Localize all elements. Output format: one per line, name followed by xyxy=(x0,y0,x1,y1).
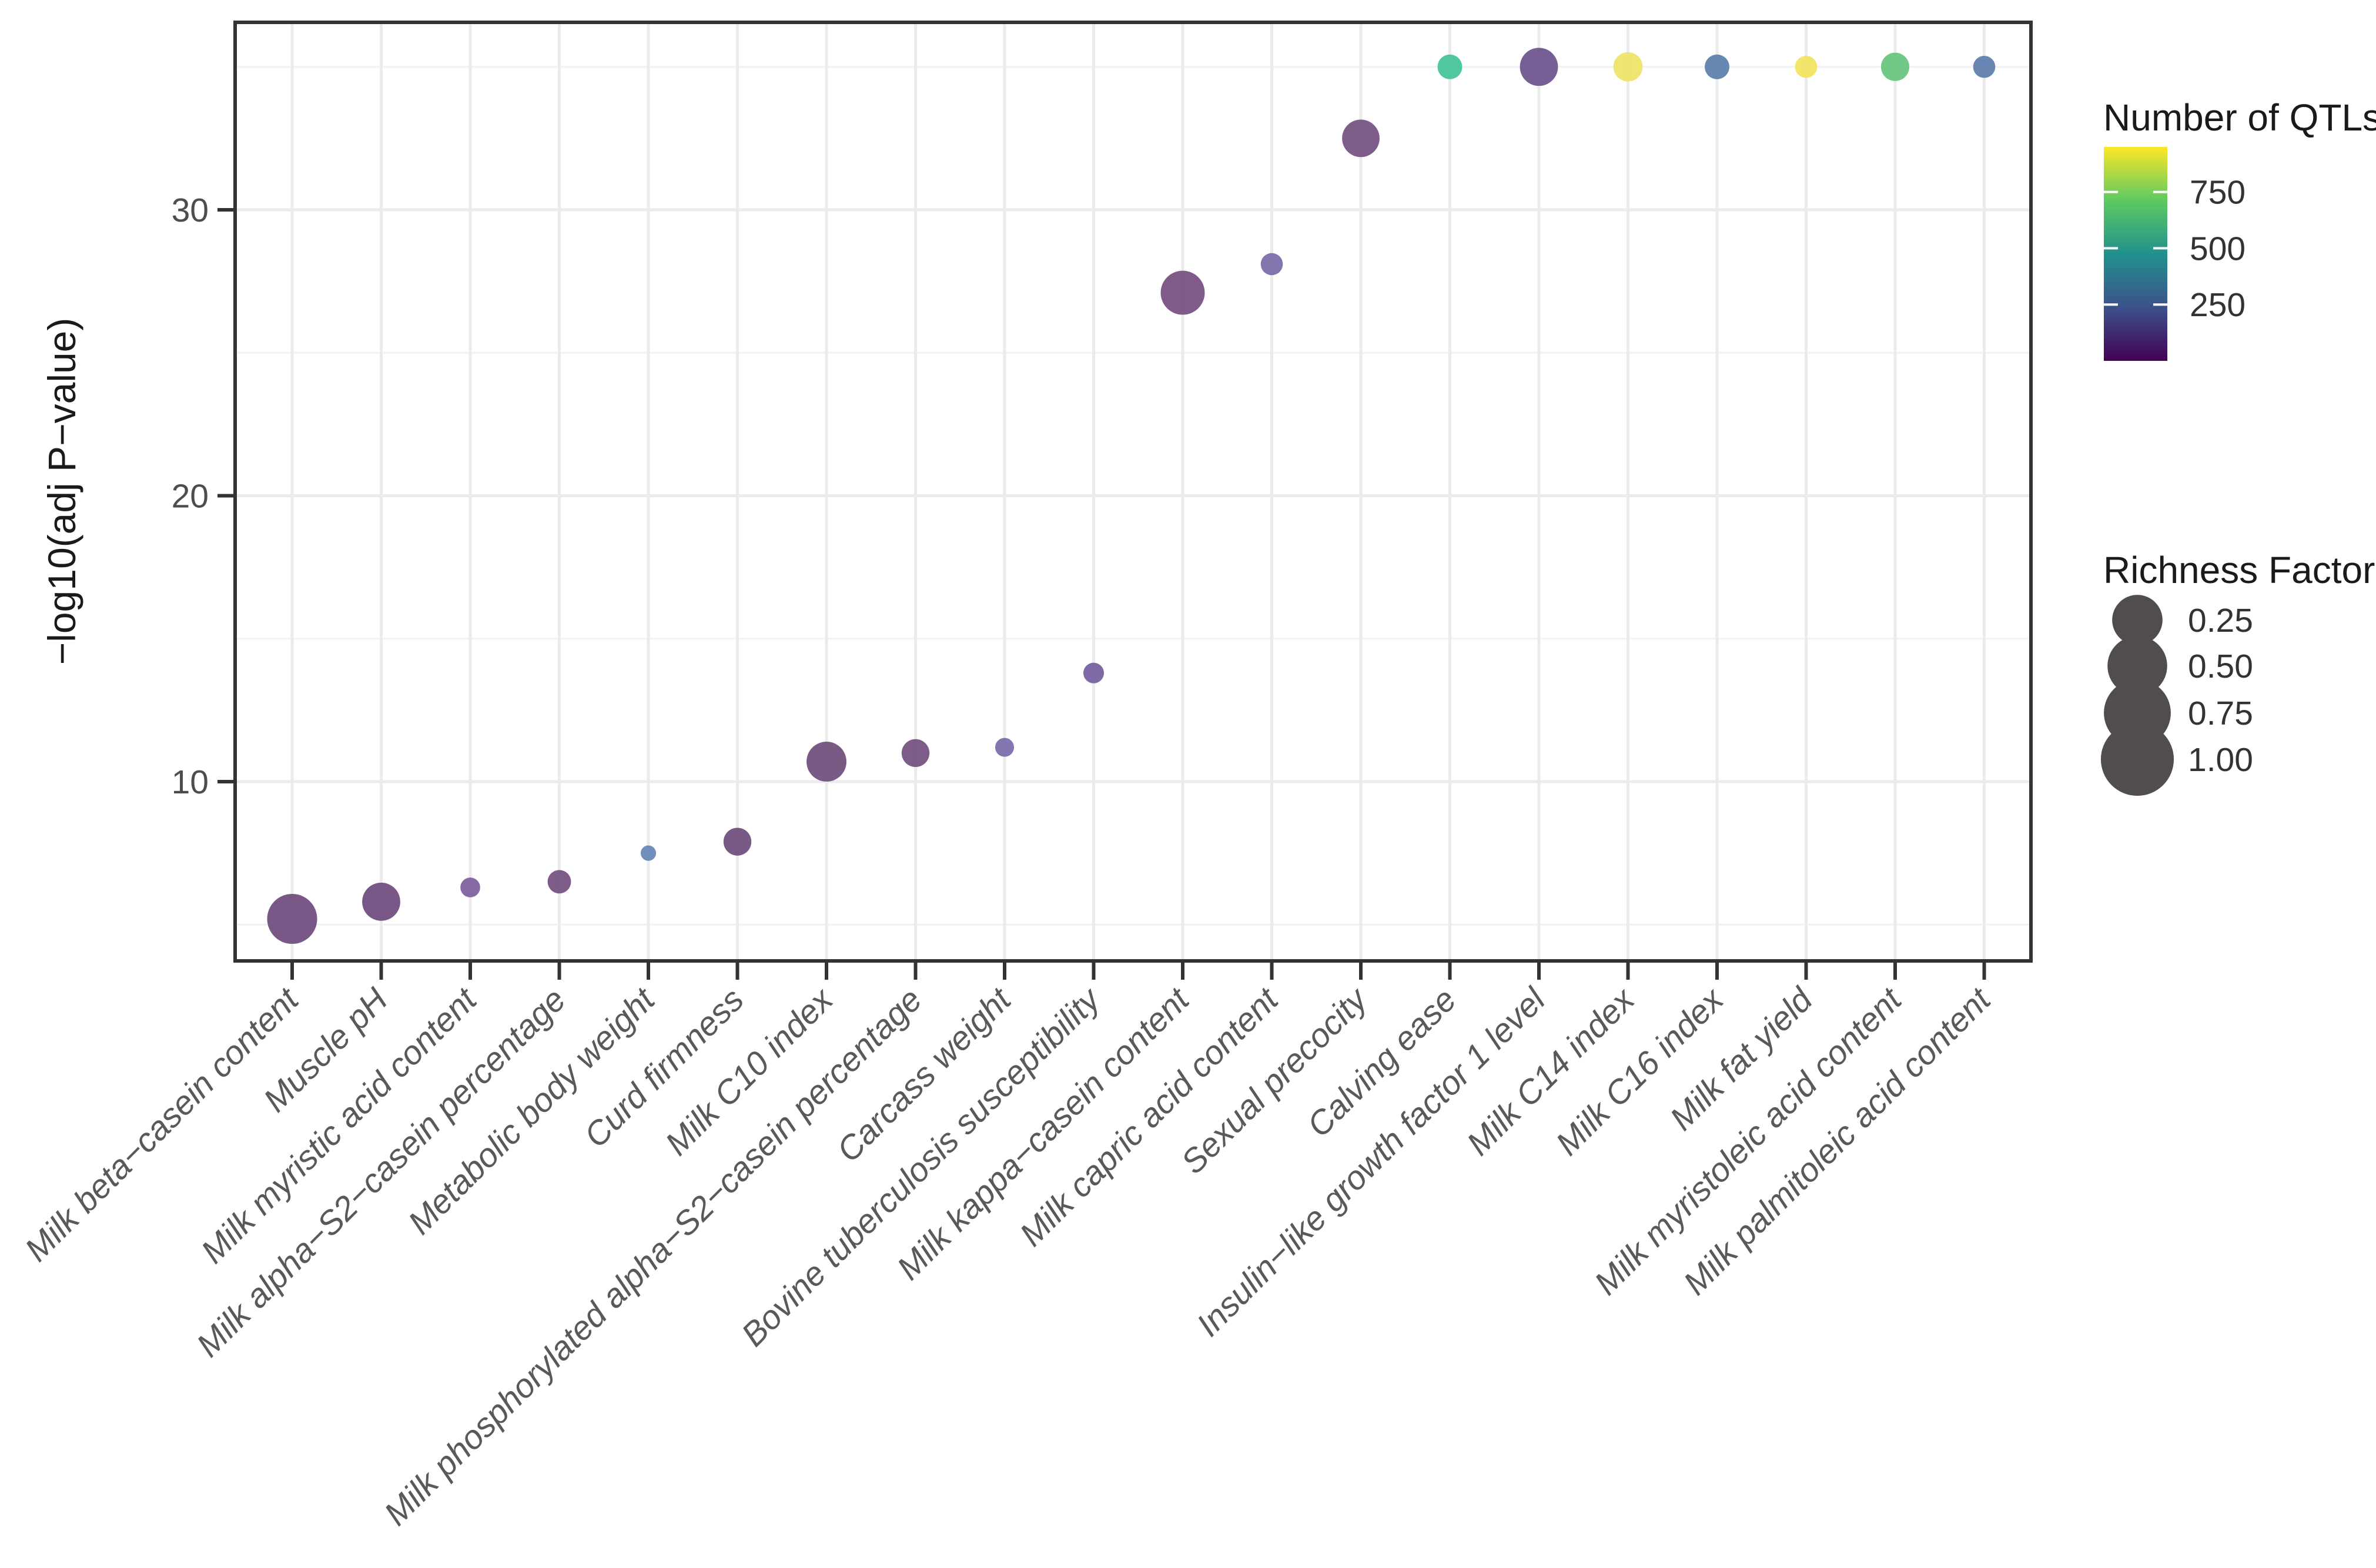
data-point xyxy=(460,877,480,897)
x-tick-label: Curd firmness xyxy=(577,981,751,1155)
size-legend-title: Richness Factor xyxy=(2103,549,2375,591)
size-legend-key xyxy=(2112,595,2163,645)
data-point xyxy=(1705,54,1729,79)
data-point xyxy=(1342,119,1380,158)
size-legend-label: 0.25 xyxy=(2188,602,2253,639)
panel-frame xyxy=(233,21,2033,963)
data-point xyxy=(267,893,317,944)
y-tick-label: 20 xyxy=(172,478,209,515)
data-point xyxy=(995,738,1015,757)
data-point xyxy=(1613,52,1643,82)
colorbar-tick-label: 750 xyxy=(2190,174,2246,212)
gridlines xyxy=(235,22,2031,961)
y-tick-label: 10 xyxy=(172,763,209,801)
data-point xyxy=(1260,253,1283,276)
y-axis-title: −log10(adj P−value) xyxy=(40,318,83,665)
data-point xyxy=(362,882,400,921)
panel-border xyxy=(233,21,2033,963)
data-point xyxy=(1880,52,1910,81)
data-point xyxy=(1973,55,1996,78)
data-point xyxy=(1520,48,1558,86)
data-point xyxy=(901,739,930,768)
data-point xyxy=(1795,55,1818,78)
size-legend-label: 0.50 xyxy=(2188,648,2253,685)
data-point xyxy=(547,870,571,894)
legend: Number of QTLs Richness Factor 250 500 750… xyxy=(2100,96,2376,796)
colorbar-tick-label: 500 xyxy=(2190,230,2246,267)
data-points xyxy=(267,48,1996,944)
size-legend-label: 0.75 xyxy=(2188,695,2253,732)
y-tick-label: 30 xyxy=(172,192,209,229)
color-legend-title: Number of QTLs xyxy=(2103,96,2376,139)
data-point xyxy=(1437,54,1463,79)
colorbar-tick-label: 250 xyxy=(2190,286,2246,324)
data-point xyxy=(1160,270,1205,315)
qtl-colorbar xyxy=(2104,147,2167,361)
size-legend-key xyxy=(2100,722,2174,796)
size-legend-key xyxy=(2107,636,2167,696)
data-point xyxy=(723,827,752,856)
size-legend-label: 1.00 xyxy=(2188,741,2253,779)
data-point xyxy=(1083,662,1105,684)
data-point xyxy=(806,741,846,782)
data-point xyxy=(640,845,657,861)
